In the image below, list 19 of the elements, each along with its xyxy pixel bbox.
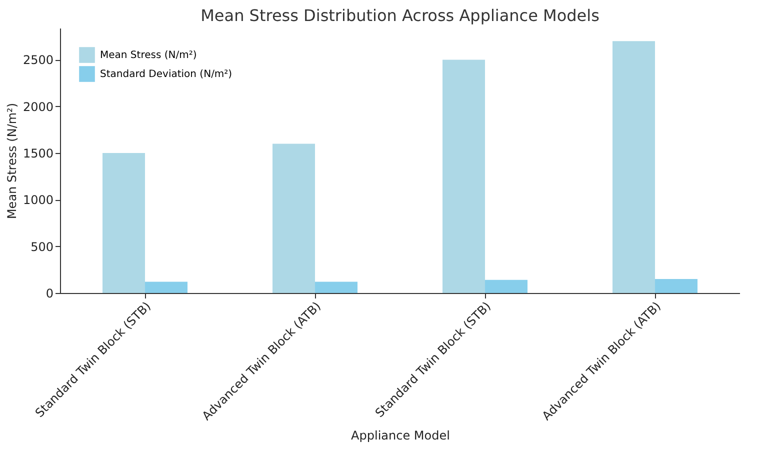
legend-label: Mean Stress (N/m²) [100, 50, 197, 61]
bar [442, 60, 485, 293]
y-tick-label: 2500 [22, 53, 54, 68]
bar [272, 144, 315, 293]
bar [315, 282, 358, 293]
legend-label: Standard Deviation (N/m²) [100, 69, 232, 80]
bar [655, 279, 698, 293]
x-axis-title: Appliance Model [351, 428, 450, 442]
bar [145, 282, 188, 293]
y-tick-label: 0 [46, 286, 54, 300]
bar [485, 280, 528, 293]
y-tick-label: 2000 [22, 100, 54, 114]
y-tick-label: 1500 [22, 146, 54, 161]
y-axis-title: Mean Stress (N/m²) [4, 102, 19, 220]
y-tick-label: 1000 [22, 193, 54, 208]
y-tick-label: 500 [30, 240, 54, 254]
bar [102, 153, 145, 293]
bar [612, 41, 655, 293]
chart-title: Mean Stress Distribution Across Appliance Models [200, 6, 600, 25]
